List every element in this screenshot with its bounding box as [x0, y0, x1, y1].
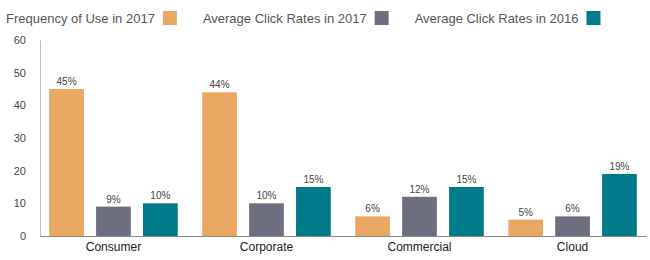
- tick-label: Cloud: [557, 240, 588, 254]
- tick: Corporate: [240, 236, 294, 254]
- data-label: 45%: [57, 76, 77, 87]
- bar: [96, 207, 131, 236]
- tick: 50: [14, 67, 40, 79]
- tick-label: 0: [20, 230, 26, 242]
- bars: [49, 89, 637, 236]
- tick-label: 10: [14, 197, 26, 209]
- tick: 40: [14, 99, 40, 111]
- bar: [449, 187, 484, 236]
- bar: [402, 197, 437, 236]
- tick-label: 20: [14, 165, 26, 177]
- tick-label: Commercial: [388, 240, 452, 254]
- bar: [249, 203, 284, 236]
- data-label: 9%: [106, 194, 121, 205]
- bar: [202, 92, 237, 236]
- data-label: 10%: [150, 190, 170, 201]
- bar: [555, 216, 590, 236]
- legend-label: Average Click Rates in 2017: [203, 11, 367, 26]
- bar: [143, 203, 178, 236]
- plot: 0 10 20 30 40 50 60 Consumer Corporate Commercial…: [14, 34, 647, 254]
- legend-swatch: [163, 11, 177, 25]
- tick-label: 50: [14, 67, 26, 79]
- tick-label: 60: [14, 34, 26, 46]
- tick: 60: [14, 34, 40, 46]
- axis-line: [41, 236, 647, 237]
- tick-label: Corporate: [240, 240, 294, 254]
- tick: 10: [14, 197, 40, 209]
- tick: 30: [14, 132, 40, 144]
- legend-item: Average Click Rates in 2016: [415, 11, 601, 26]
- tick: Cloud: [557, 236, 588, 254]
- tick-label: Consumer: [86, 240, 141, 254]
- bar: [508, 220, 543, 236]
- bar: [602, 174, 637, 236]
- tick: 0: [20, 230, 40, 242]
- legend-label: Frequency of Use in 2017: [6, 11, 155, 26]
- data-label: 12%: [410, 184, 430, 195]
- data-label: 19%: [609, 161, 629, 172]
- data-label: 6%: [565, 203, 580, 214]
- y-axis: 0 10 20 30 40 50 60: [14, 34, 41, 242]
- data-labels: 45% 44% 6% 5% 9% 10% 12% 6% 10% 15% 15% 19%: [57, 76, 630, 218]
- x-axis: Consumer Corporate Commercial Cloud: [41, 236, 647, 254]
- chart: 0 10 20 30 40 50 60 Consumer Corporate Commercial…: [0, 0, 650, 260]
- data-label: 5%: [518, 207, 533, 218]
- legend-label: Average Click Rates in 2016: [415, 11, 579, 26]
- legend-item: Frequency of Use in 2017: [6, 11, 177, 26]
- legend-swatch: [375, 11, 389, 25]
- legend: Frequency of Use in 2017 Average Click Ra…: [6, 11, 600, 26]
- tick-label: 30: [14, 132, 26, 144]
- tick: Consumer: [86, 236, 141, 254]
- legend-swatch: [586, 11, 600, 25]
- tick: 20: [14, 165, 40, 177]
- legend-item: Average Click Rates in 2017: [203, 11, 389, 26]
- bar: [355, 216, 390, 236]
- data-label: 44%: [210, 79, 230, 90]
- data-label: 15%: [456, 174, 476, 185]
- tick: Commercial: [388, 236, 452, 254]
- axis-line: [40, 41, 41, 237]
- tick-label: 40: [14, 99, 26, 111]
- data-label: 10%: [256, 190, 276, 201]
- bar: [49, 89, 84, 236]
- data-label: 15%: [303, 174, 323, 185]
- bar: [296, 187, 331, 236]
- data-label: 6%: [365, 203, 380, 214]
